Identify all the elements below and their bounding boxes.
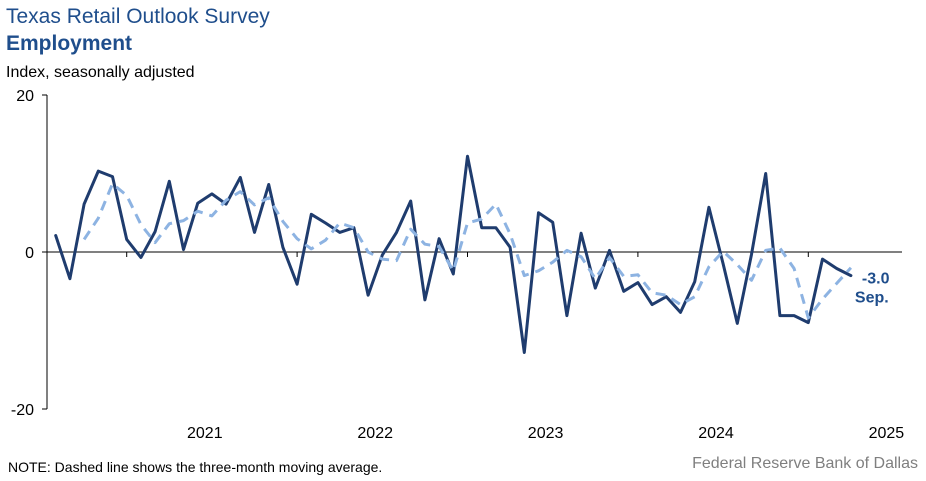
x-tick-label: 2021 [187,425,223,442]
chart-subtitle: Employment [6,32,133,55]
data-labels: -3.0 Sep. [855,271,890,307]
x-tick-label: 2024 [698,425,734,442]
y-tick-label: -20 [11,402,34,419]
chart-title: Texas Retail Outlook Survey [6,5,270,28]
last-value-label: -3.0 [862,271,890,288]
axes [42,94,902,410]
last-period-label: Sep. [855,290,889,307]
tick-labels: 20 0 -20 2021 2022 2023 2024 2025 [11,88,904,442]
y-tick-label: 0 [25,245,34,262]
x-tick-label: 2025 [869,425,905,442]
x-tick-label: 2023 [528,425,564,442]
source-label: Federal Reserve Bank of Dallas [692,455,918,472]
y-axis-label: Index, seasonally adjusted [6,64,195,81]
index-line [54,154,853,354]
x-tick-label: 2022 [357,425,393,442]
series-lines [54,154,853,354]
moving-average-line [82,182,853,320]
chart-note: NOTE: Dashed line shows the three-month … [8,459,383,475]
y-tick-label: 20 [16,88,34,105]
